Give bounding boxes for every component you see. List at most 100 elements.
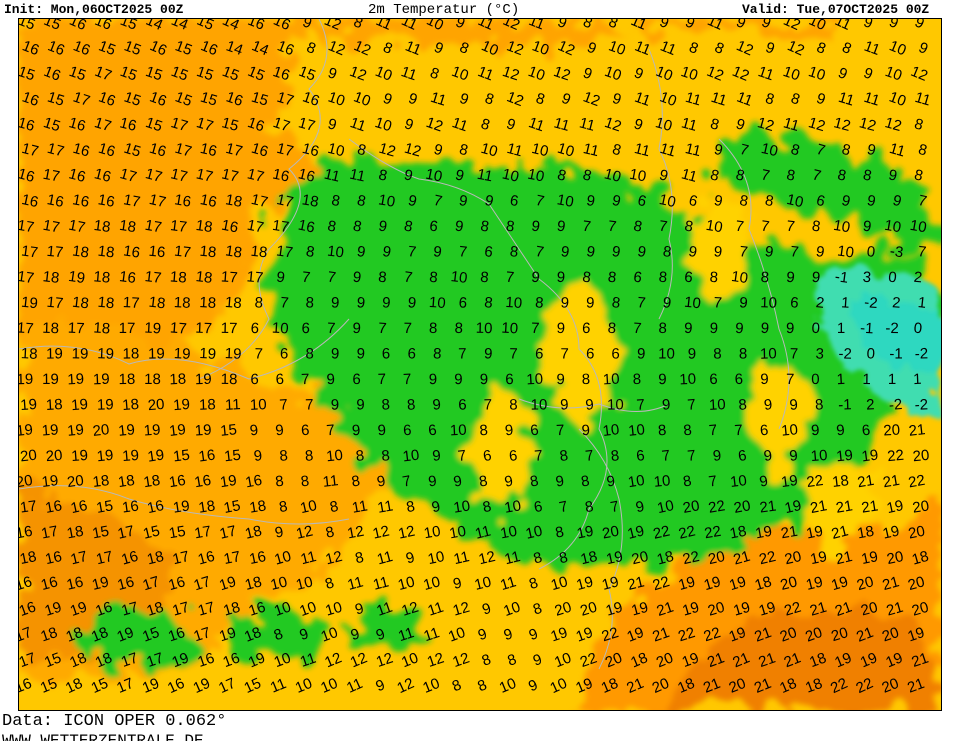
svg-text:19: 19	[625, 624, 647, 646]
svg-text:19: 19	[148, 345, 165, 362]
svg-text:7: 7	[786, 371, 795, 388]
svg-text:21: 21	[854, 624, 876, 646]
svg-text:8: 8	[713, 345, 722, 362]
svg-text:8: 8	[739, 345, 747, 362]
svg-text:19: 19	[66, 421, 84, 440]
svg-text:17: 17	[173, 140, 194, 161]
svg-text:18: 18	[71, 294, 89, 313]
svg-text:8: 8	[554, 523, 565, 541]
svg-text:15: 15	[194, 19, 216, 34]
svg-text:15: 15	[242, 675, 264, 697]
svg-text:8: 8	[300, 473, 310, 491]
svg-text:9: 9	[835, 422, 845, 440]
svg-text:21: 21	[835, 497, 854, 516]
svg-text:11: 11	[552, 114, 572, 135]
svg-text:9: 9	[381, 243, 392, 261]
svg-text:19: 19	[96, 447, 114, 466]
svg-text:9: 9	[454, 371, 463, 388]
svg-text:10: 10	[679, 63, 700, 84]
svg-text:11: 11	[348, 166, 367, 186]
svg-text:9: 9	[611, 243, 622, 261]
svg-text:18: 18	[243, 573, 263, 594]
svg-text:22: 22	[805, 472, 824, 491]
svg-text:10: 10	[448, 523, 467, 543]
svg-text:9: 9	[406, 90, 419, 109]
svg-text:9: 9	[735, 320, 745, 338]
svg-text:19: 19	[219, 472, 238, 491]
svg-text:9: 9	[605, 473, 616, 491]
svg-text:16: 16	[20, 88, 41, 110]
svg-text:8: 8	[811, 218, 822, 236]
svg-text:12: 12	[424, 114, 445, 135]
svg-text:8: 8	[509, 243, 519, 261]
svg-text:8: 8	[764, 192, 775, 210]
svg-text:7: 7	[403, 371, 412, 388]
svg-text:9: 9	[559, 90, 573, 109]
svg-text:7: 7	[377, 371, 386, 388]
svg-text:7: 7	[327, 320, 336, 337]
svg-text:8: 8	[581, 269, 592, 287]
svg-text:6: 6	[352, 371, 360, 388]
svg-text:19: 19	[731, 599, 752, 620]
svg-text:7: 7	[403, 269, 414, 287]
svg-text:18: 18	[19, 548, 38, 568]
svg-text:6: 6	[280, 345, 289, 362]
svg-text:19: 19	[168, 421, 187, 440]
svg-text:10: 10	[293, 675, 315, 697]
svg-text:10: 10	[505, 294, 523, 312]
svg-text:8: 8	[272, 625, 286, 644]
svg-text:20: 20	[727, 675, 749, 697]
svg-text:20: 20	[883, 422, 901, 440]
svg-text:16: 16	[19, 675, 34, 697]
svg-text:15: 15	[296, 63, 318, 85]
svg-text:17: 17	[296, 114, 317, 135]
svg-text:17: 17	[42, 166, 62, 186]
svg-text:19: 19	[20, 294, 38, 313]
svg-text:22: 22	[600, 624, 621, 645]
svg-text:6: 6	[790, 294, 800, 312]
svg-text:18: 18	[250, 243, 268, 262]
svg-text:10: 10	[272, 548, 293, 569]
svg-text:18: 18	[38, 624, 59, 645]
svg-text:8: 8	[479, 115, 492, 134]
svg-text:19: 19	[115, 624, 137, 646]
svg-text:19: 19	[804, 573, 824, 593]
svg-text:9: 9	[432, 396, 442, 414]
svg-text:11: 11	[399, 63, 419, 84]
svg-text:18: 18	[145, 548, 165, 568]
svg-text:8: 8	[381, 39, 395, 58]
svg-text:20: 20	[553, 599, 574, 620]
svg-text:8: 8	[428, 269, 438, 287]
svg-text:16: 16	[147, 140, 168, 161]
svg-text:8: 8	[814, 39, 828, 58]
svg-text:18: 18	[807, 649, 828, 671]
svg-text:8: 8	[862, 166, 873, 184]
svg-text:22: 22	[707, 497, 726, 517]
svg-text:8: 8	[505, 651, 518, 670]
svg-text:11: 11	[351, 497, 369, 516]
svg-text:10: 10	[402, 447, 421, 466]
svg-text:9: 9	[637, 345, 646, 362]
svg-text:18: 18	[93, 319, 111, 337]
svg-text:16: 16	[221, 649, 243, 671]
svg-text:3: 3	[862, 269, 872, 287]
svg-text:19: 19	[680, 599, 701, 620]
svg-text:19: 19	[170, 649, 192, 671]
svg-text:17: 17	[196, 599, 217, 620]
svg-text:10: 10	[806, 19, 828, 34]
svg-text:-2: -2	[838, 345, 852, 362]
svg-text:-2: -2	[888, 396, 903, 414]
svg-text:9: 9	[611, 192, 623, 210]
svg-text:8: 8	[709, 269, 718, 287]
svg-text:8: 8	[479, 217, 490, 235]
svg-text:20: 20	[603, 649, 625, 671]
svg-text:18: 18	[579, 548, 599, 568]
svg-text:9: 9	[458, 192, 469, 210]
svg-text:18: 18	[173, 294, 190, 312]
svg-text:20: 20	[779, 573, 799, 594]
svg-text:17: 17	[19, 268, 35, 287]
svg-text:20: 20	[650, 675, 672, 697]
svg-text:17: 17	[194, 114, 215, 135]
svg-text:19: 19	[72, 345, 89, 362]
svg-text:6: 6	[508, 447, 518, 465]
